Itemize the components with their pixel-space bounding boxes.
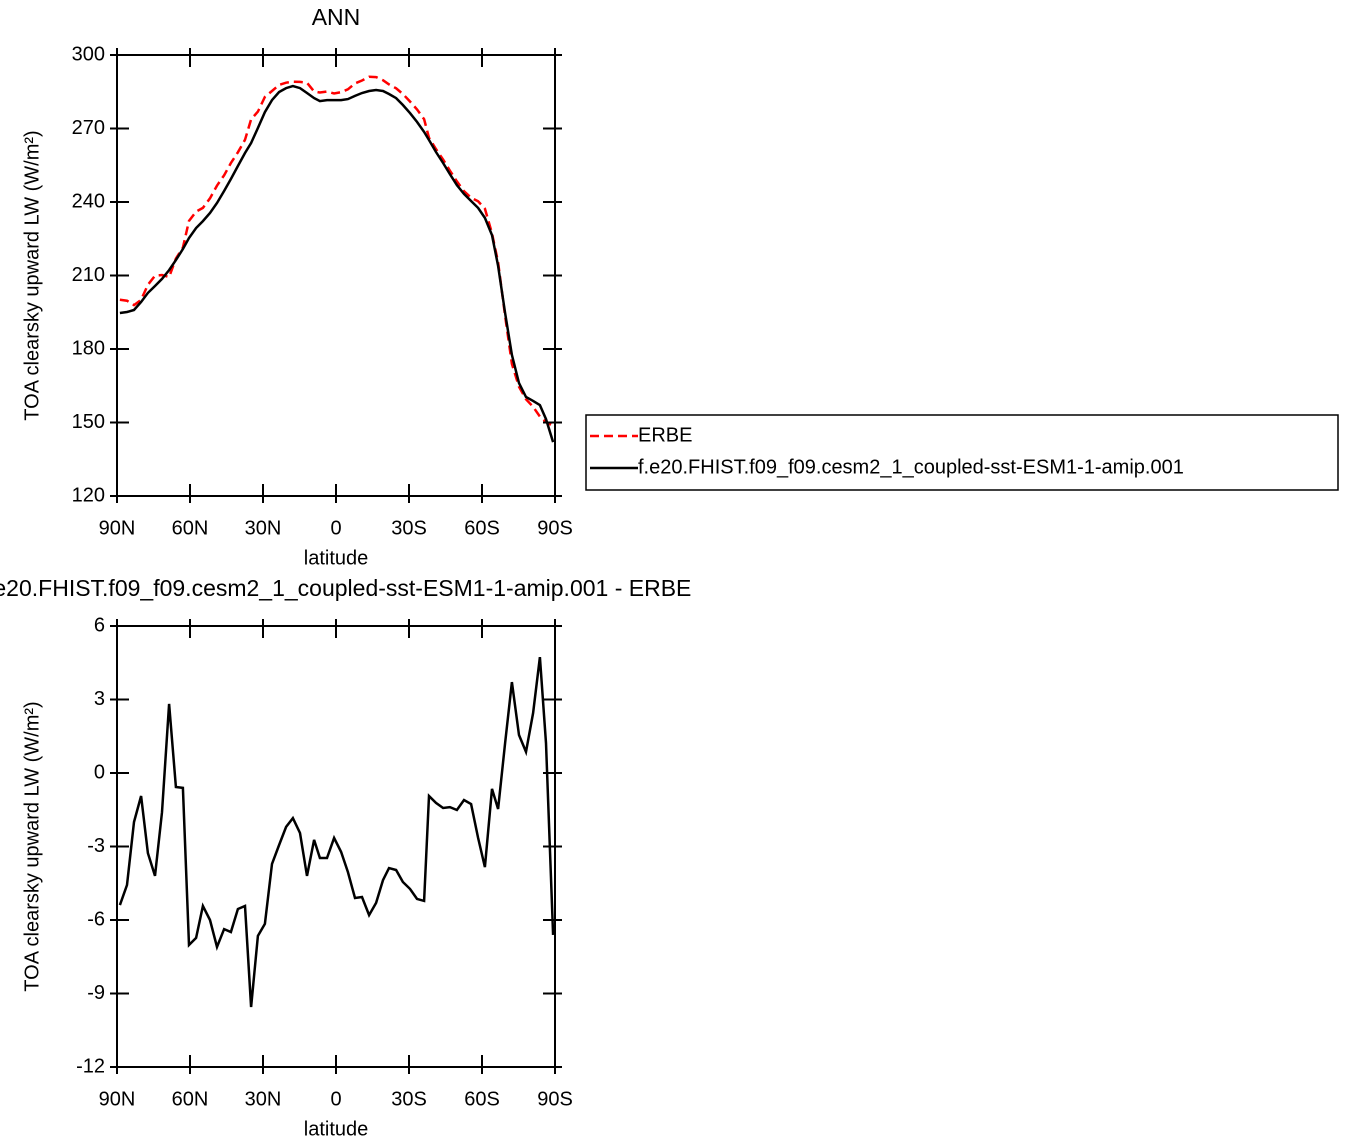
y-tick-label: 6: [94, 614, 105, 636]
x-tick-label: 30S: [391, 517, 427, 539]
y-tick-label: 270: [72, 117, 105, 139]
y-tick-label: 240: [72, 190, 105, 212]
y-tick-label: 150: [72, 411, 105, 433]
data-line: [119, 84, 555, 443]
y-axis-label: TOA clearsky upward LW (W/m²): [21, 701, 43, 991]
data-line: [118, 656, 555, 1008]
chart-title: ANN: [312, 4, 361, 30]
plot-frame: [116, 54, 556, 497]
x-tick-label: 60N: [172, 1088, 209, 1110]
chart-title: f.e20.FHIST.f09_f09.cesm2_1_coupled-sst-…: [0, 575, 691, 601]
y-tick-label: 300: [72, 43, 105, 65]
x-tick-label: 0: [330, 517, 341, 539]
x-axis-label: latitude: [304, 1118, 369, 1140]
x-tick-label: 30N: [245, 517, 282, 539]
y-tick-label: 120: [72, 484, 105, 506]
legend-label: f.e20.FHIST.f09_f09.cesm2_1_coupled-sst-…: [638, 456, 1184, 478]
x-tick-label: 0: [330, 1088, 341, 1110]
x-axis-label: latitude: [304, 547, 369, 569]
plot-frame: [116, 625, 556, 1068]
y-tick-label: -6: [87, 908, 105, 930]
y-tick-label: -9: [87, 982, 105, 1004]
x-tick-label: 90S: [537, 517, 573, 539]
x-tick-label: 90S: [537, 1088, 573, 1110]
y-tick-label: 180: [72, 337, 105, 359]
x-tick-label: 90N: [99, 1088, 136, 1110]
x-tick-label: 30N: [245, 1088, 282, 1110]
y-tick-label: 210: [72, 264, 105, 286]
legend-label: ERBE: [638, 424, 692, 446]
x-tick-label: 60S: [464, 517, 500, 539]
x-tick-label: 90N: [99, 517, 136, 539]
x-tick-label: 60S: [464, 1088, 500, 1110]
x-tick-label: 60N: [172, 517, 209, 539]
y-tick-label: 0: [94, 761, 105, 783]
legend-box: [585, 414, 1339, 491]
x-tick-label: 30S: [391, 1088, 427, 1110]
y-tick-label: -12: [76, 1055, 105, 1077]
data-line: [119, 75, 554, 427]
y-axis-label: TOA clearsky upward LW (W/m²): [21, 130, 43, 420]
y-tick-label: 3: [94, 688, 105, 710]
y-tick-label: -3: [87, 835, 105, 857]
